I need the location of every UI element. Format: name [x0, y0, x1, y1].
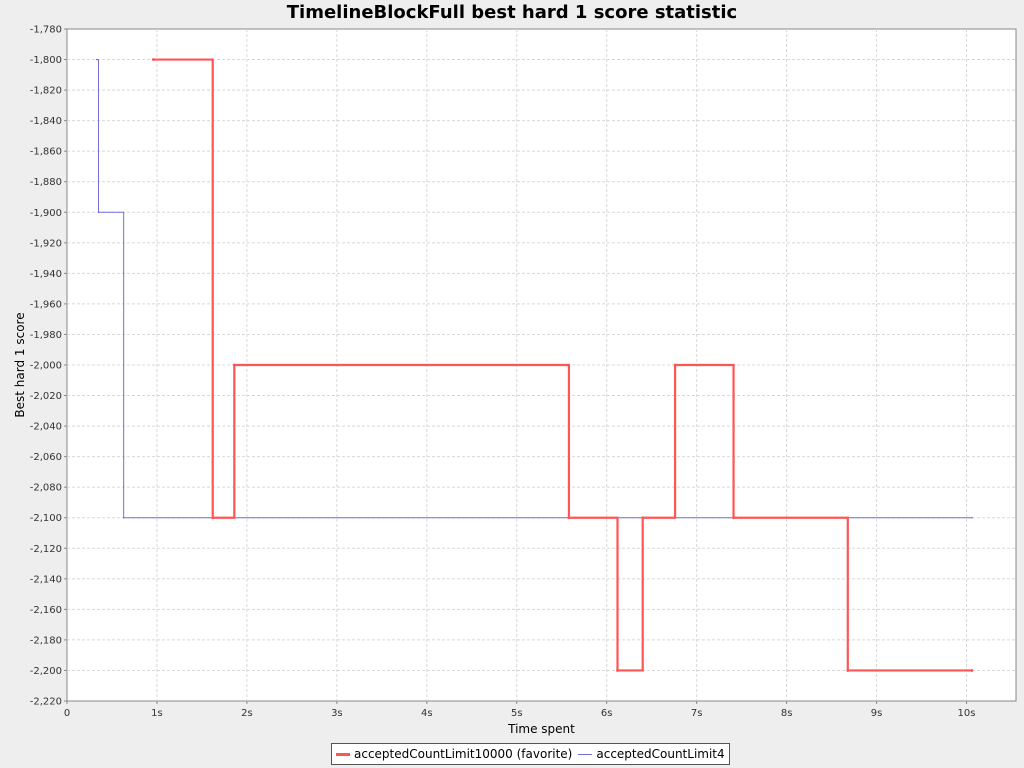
x-tick-label: 8s	[781, 708, 793, 719]
y-tick-label: -2,000	[30, 361, 62, 372]
y-tick-label: -2,100	[30, 513, 62, 524]
series-1-point	[616, 669, 619, 672]
x-tick-label: 1s	[151, 708, 163, 719]
x-tick-label: 3s	[331, 708, 343, 719]
x-tick-label: 2s	[241, 708, 253, 719]
series-1-point	[673, 363, 677, 367]
legend-label-series-2: acceptedCountLimit4	[596, 747, 725, 761]
legend-swatch-series-2	[578, 753, 593, 755]
series-line-2	[96, 59, 972, 519]
y-tick-label: -1,780	[30, 25, 62, 36]
series-2-point	[122, 516, 125, 519]
chart-plot: -1,780 -1,800 -1,820 -1,840 -1,860 -1,880 -1,9…	[13, 25, 1017, 736]
series-1-point	[970, 669, 974, 672]
series-line-1	[153, 58, 972, 672]
y-tick-label: -1,940	[30, 269, 62, 280]
y-tick-label: -1,840	[30, 116, 62, 127]
y-tick-label: -2,200	[30, 666, 62, 677]
x-tick-label: 10s	[958, 708, 976, 719]
y-tick-label: -1,820	[30, 86, 62, 97]
legend-item-series-1: acceptedCountLimit10000 (favorite)	[336, 747, 572, 761]
series-1-point	[567, 516, 571, 520]
y-tick-label: -2,140	[30, 574, 62, 585]
axis-ticks: -1,780 -1,800 -1,820 -1,840 -1,860 -1,880 -1,9…	[30, 25, 976, 720]
series-1-point	[151, 58, 155, 61]
chart-title: TimelineBlockFull best hard 1 score stat…	[286, 2, 738, 23]
y-tick-label: -1,920	[30, 238, 62, 249]
legend-item-series-2: acceptedCountLimit4	[578, 747, 725, 761]
y-tick-label: -1,860	[30, 147, 62, 158]
series-1-point	[232, 363, 236, 367]
series-2-point	[971, 516, 973, 519]
y-tick-label: -2,220	[30, 697, 62, 708]
y-tick-label: -1,880	[30, 177, 62, 188]
y-tick-label: -2,040	[30, 422, 62, 433]
y-tick-label: -1,900	[30, 208, 62, 219]
y-tick-label: -1,980	[30, 330, 62, 341]
y-tick-label: -2,160	[30, 605, 62, 616]
y-tick-label: -1,800	[30, 55, 62, 66]
y-tick-label: -2,080	[30, 483, 62, 494]
x-tick-label: 6s	[601, 708, 613, 719]
x-tick-label: 7s	[691, 708, 703, 719]
x-tick-label: 4s	[421, 708, 433, 719]
series-1-point	[641, 516, 645, 520]
series-1-point	[211, 516, 215, 520]
y-tick-label: -1,960	[30, 299, 62, 310]
series-2-point	[95, 58, 98, 61]
legend-label-series-1: acceptedCountLimit10000 (favorite)	[354, 747, 573, 761]
series-1-point	[732, 516, 735, 520]
x-axis-label: Time spent	[507, 722, 575, 736]
legend-swatch-series-1	[336, 752, 350, 756]
y-tick-label: -2,120	[30, 544, 62, 555]
series-2-point	[97, 211, 100, 214]
y-tick-label: -2,020	[30, 391, 62, 402]
legend: acceptedCountLimit10000 (favorite) accep…	[331, 743, 730, 765]
y-axis-label: Best hard 1 score	[13, 312, 27, 417]
y-tick-label: -2,180	[30, 635, 62, 646]
x-tick-label: 5s	[511, 708, 523, 719]
series-lines	[95, 58, 974, 672]
x-tick-label: 9s	[871, 708, 883, 719]
series-1-point	[846, 669, 850, 672]
x-tick-label: 0	[64, 708, 70, 719]
y-tick-label: -2,060	[30, 452, 62, 463]
